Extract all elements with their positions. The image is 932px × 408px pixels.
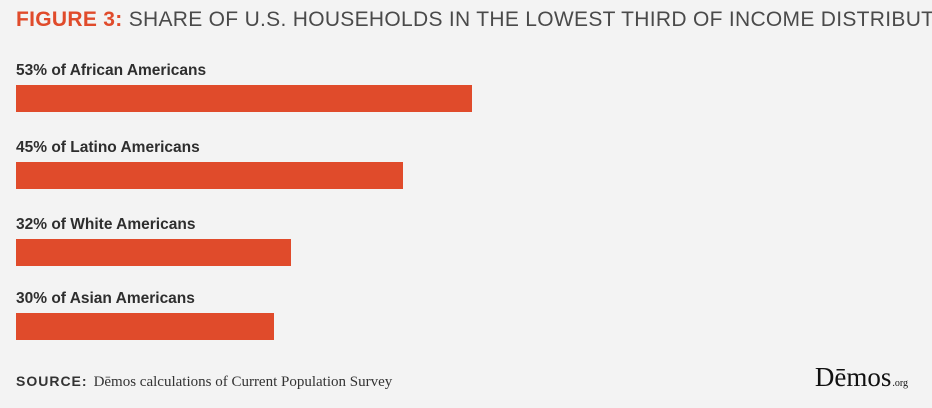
chart-title-text: SHARE OF U.S. HOUSEHOLDS IN THE LOWEST T… [128, 8, 932, 31]
demos-logo: Dēmos.org [815, 362, 908, 393]
logo-org: .org [892, 378, 908, 389]
bar [16, 162, 403, 189]
chart-title: FIGURE 3: SHARE OF U.S. HOUSEHOLDS IN TH… [16, 8, 932, 32]
figure-number: FIGURE 3: [16, 8, 123, 31]
logo-word: Dēmos [814, 362, 892, 392]
bar-label: 53% of African Americans [16, 62, 207, 79]
source-label: SOURCE: [16, 373, 88, 389]
bar [16, 313, 274, 340]
bar-label: 32% of White Americans [16, 216, 196, 233]
bar-label: 45% of Latino Americans [16, 139, 200, 156]
bar-label: 30% of Asian Americans [16, 290, 195, 307]
bar [16, 85, 472, 112]
bar [16, 239, 291, 266]
source-note: SOURCE: Dēmos calculations of Current Pop… [16, 373, 392, 391]
source-text: Dēmos calculations of Current Population… [93, 374, 393, 390]
